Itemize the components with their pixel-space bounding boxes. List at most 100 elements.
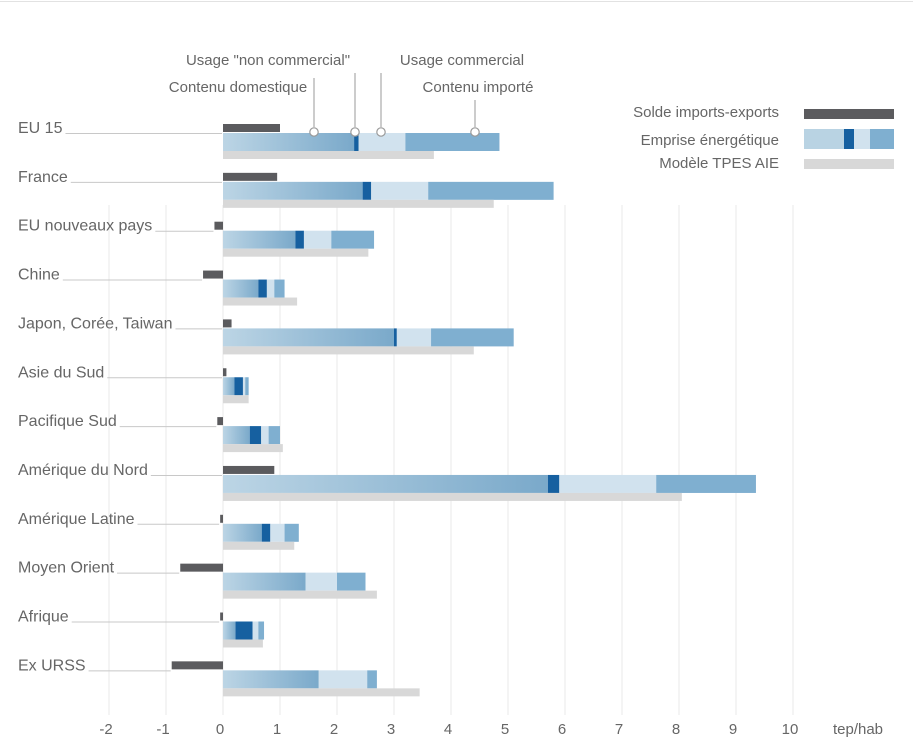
domestic-segment-asie-du-sud bbox=[223, 377, 235, 396]
category-labels: EU 15 France EU nouveaux pays Chine Japon, C… bbox=[18, 120, 222, 674]
legend-swatch-tpes bbox=[804, 159, 894, 169]
non-commercial-segment-chine bbox=[258, 279, 267, 298]
tpes-bar-france bbox=[223, 199, 494, 208]
non-commercial-segment-france bbox=[362, 181, 372, 200]
imported-segment-ex-urss bbox=[367, 670, 377, 689]
category-label-amerique-du-nord: Amérique du Nord bbox=[18, 462, 148, 479]
category-label-chine: Chine bbox=[18, 267, 60, 284]
solde-bar-chine bbox=[203, 270, 223, 279]
tpes-bar-eu-nouveaux-pays bbox=[223, 248, 369, 257]
tpes-bar-moyen-orient bbox=[223, 590, 377, 599]
domestic-segment-amerique-du-nord bbox=[223, 474, 548, 493]
legend: Solde imports-exports Emprise énergétique… bbox=[633, 104, 894, 172]
annotation-pointer-dot bbox=[309, 127, 319, 137]
tpes-bar-afrique bbox=[223, 639, 263, 648]
imported-segment-eu-nouveaux-pays bbox=[331, 230, 375, 249]
tpes-bar-asie-du-sud bbox=[223, 395, 249, 404]
x-tick-label: 1 bbox=[273, 721, 281, 738]
x-tick-label: 2 bbox=[330, 721, 338, 738]
solde-bar-ex-urss bbox=[171, 661, 223, 670]
x-tick-label: 6 bbox=[558, 721, 566, 738]
annotation-label-usage-non-commercial: Usage "non commercial" bbox=[186, 52, 350, 69]
tpes-bar-pacifique-sud bbox=[223, 444, 283, 453]
imported-segment-afrique bbox=[258, 621, 265, 640]
solde-bar-amerique-latine bbox=[220, 514, 223, 523]
domestic-segment-pacifique-sud bbox=[223, 426, 250, 445]
legend-label-solde: Solde imports-exports bbox=[633, 104, 779, 121]
non-commercial-segment-eu-15 bbox=[354, 133, 359, 151]
solde-bar-asie-du-sud bbox=[223, 368, 227, 377]
category-label-pacifique-sud: Pacifique Sud bbox=[18, 413, 117, 430]
x-tick-label: 7 bbox=[615, 721, 623, 738]
imported-segment-pacifique-sud bbox=[268, 426, 280, 445]
domestic-segment-moyen-orient bbox=[223, 572, 306, 591]
domestic-segment-ex-urss bbox=[223, 670, 319, 689]
solde-bar-france bbox=[223, 172, 278, 181]
category-label-france: France bbox=[18, 169, 68, 186]
annotations: Usage "non commercial" Usage commercial Co… bbox=[169, 52, 534, 137]
annotation-label-contenu-domestique: Contenu domestique bbox=[169, 79, 307, 96]
x-tick-label: 3 bbox=[387, 721, 395, 738]
legend-label-emprise: Emprise énergétique bbox=[641, 132, 779, 149]
domestic-segment-japon-coree-taiwan bbox=[223, 328, 394, 347]
imported-segment-japon-coree-taiwan bbox=[431, 328, 514, 347]
x-tick-label: 9 bbox=[729, 721, 737, 738]
commercial-segment-asie-du-sud bbox=[242, 377, 246, 396]
imported-segment-amerique-du-nord bbox=[656, 474, 756, 493]
annotation-label-usage-commercial: Usage commercial bbox=[400, 52, 524, 69]
x-tick-label: -2 bbox=[99, 721, 112, 738]
solde-bar-amerique-du-nord bbox=[223, 465, 275, 474]
tpes-bar-eu-15 bbox=[223, 151, 434, 159]
imported-segment-amerique-latine bbox=[284, 523, 299, 542]
bars-layer bbox=[171, 124, 756, 697]
legend-swatch-emprise-part bbox=[804, 129, 844, 149]
solde-bar-japon-coree-taiwan bbox=[223, 319, 232, 328]
legend-swatch-emprise-part bbox=[844, 129, 854, 149]
imported-segment-moyen-orient bbox=[337, 572, 366, 591]
tpes-bar-chine bbox=[223, 297, 298, 306]
non-commercial-segment-asie-du-sud bbox=[234, 377, 243, 396]
annotation-pointer-dot bbox=[470, 127, 480, 137]
category-label-ex-urss: Ex URSS bbox=[18, 657, 86, 674]
category-label-eu-15: EU 15 bbox=[18, 120, 63, 137]
commercial-segment-afrique bbox=[252, 621, 259, 640]
annotation-pointer-dot bbox=[350, 127, 360, 137]
category-label-moyen-orient: Moyen Orient bbox=[18, 560, 115, 577]
solde-bar-moyen-orient bbox=[180, 563, 223, 572]
commercial-segment-amerique-latine bbox=[270, 523, 285, 542]
annotation-label-contenu-importe: Contenu importé bbox=[423, 79, 534, 96]
domestic-segment-eu-nouveaux-pays bbox=[223, 230, 296, 249]
imported-segment-asie-du-sud bbox=[245, 377, 249, 396]
x-axis-unit: tep/hab bbox=[833, 721, 883, 738]
tpes-bar-amerique-du-nord bbox=[223, 492, 682, 501]
domestic-segment-amerique-latine bbox=[223, 523, 262, 542]
commercial-segment-amerique-du-nord bbox=[559, 474, 657, 493]
x-tick-label: 4 bbox=[444, 721, 452, 738]
domestic-segment-france bbox=[223, 181, 363, 200]
domestic-segment-eu-15 bbox=[223, 133, 355, 151]
commercial-segment-eu-15 bbox=[358, 133, 406, 151]
imported-segment-eu-15 bbox=[405, 133, 500, 151]
non-commercial-segment-pacifique-sud bbox=[249, 426, 262, 445]
commercial-segment-france bbox=[371, 181, 429, 200]
x-tick-label: 5 bbox=[501, 721, 509, 738]
x-tick-label: 10 bbox=[782, 721, 799, 738]
grid-lines bbox=[108, 205, 794, 715]
commercial-segment-pacifique-sud bbox=[261, 426, 269, 445]
tpes-bar-amerique-latine bbox=[223, 541, 295, 550]
non-commercial-segment-amerique-latine bbox=[261, 523, 271, 542]
commercial-segment-chine bbox=[266, 279, 275, 298]
tpes-bar-ex-urss bbox=[223, 688, 420, 697]
legend-label-tpes: Modèle TPES AIE bbox=[659, 155, 779, 172]
non-commercial-segment-amerique-du-nord bbox=[547, 474, 560, 493]
x-axis: -2 -1 0 1 2 3 4 5 6 7 8 9 10 tep/hab bbox=[99, 721, 883, 738]
category-label-eu-nouveaux-pays: EU nouveaux pays bbox=[18, 218, 152, 235]
solde-bar-pacifique-sud bbox=[217, 417, 223, 426]
domestic-segment-afrique bbox=[223, 621, 236, 640]
annotation-pointer-dot bbox=[376, 127, 386, 137]
x-tick-label: -1 bbox=[156, 721, 169, 738]
commercial-segment-ex-urss bbox=[318, 670, 368, 689]
x-tick-label: 8 bbox=[672, 721, 680, 738]
